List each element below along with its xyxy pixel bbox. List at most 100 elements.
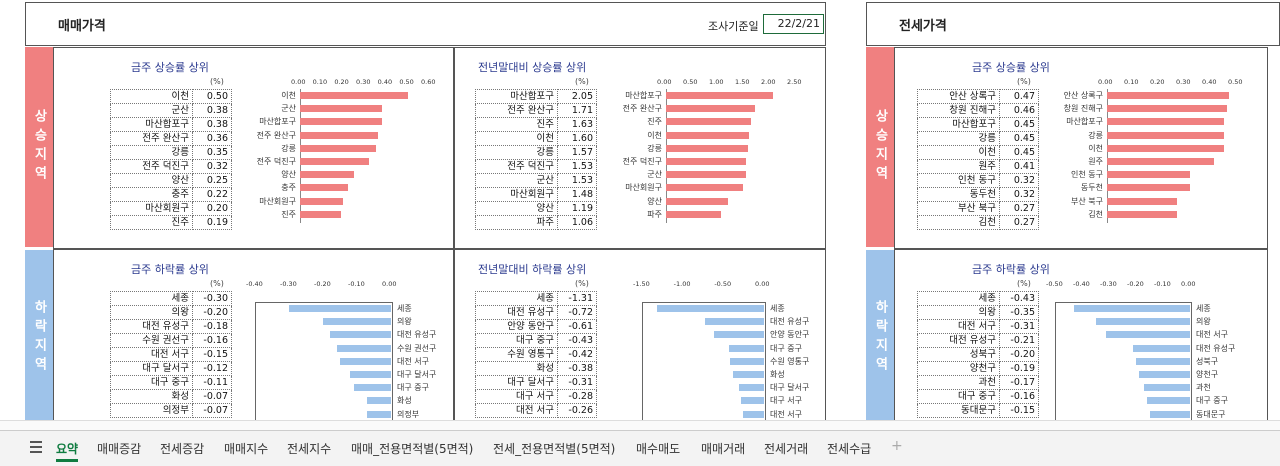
region-name-cell[interactable]: 대전 서구 — [475, 403, 558, 418]
tab-8[interactable]: 매매거래 — [701, 442, 746, 456]
tab-1[interactable]: 매매증감 — [97, 442, 142, 456]
change-rate-cell[interactable]: 0.38 — [192, 117, 232, 132]
region-name-cell[interactable]: 마산회원구 — [475, 187, 558, 202]
region-name-cell[interactable]: 강릉 — [110, 145, 193, 160]
plus-icon[interactable]: + — [891, 438, 903, 454]
change-rate-cell[interactable]: -0.12 — [192, 361, 232, 376]
region-name-cell[interactable]: 대전 유성구 — [110, 319, 193, 334]
region-name-cell[interactable]: 강릉 — [917, 131, 1000, 146]
change-rate-cell[interactable]: -0.61 — [557, 319, 597, 334]
region-name-cell[interactable]: 세종 — [475, 291, 558, 306]
region-name-cell[interactable]: 전주 완산구 — [110, 131, 193, 146]
region-name-cell[interactable]: 화성 — [110, 389, 193, 404]
change-rate-cell[interactable]: -0.30 — [192, 291, 232, 306]
region-name-cell[interactable]: 세종 — [917, 291, 1000, 306]
tab-9[interactable]: 전세거래 — [764, 442, 809, 456]
region-name-cell[interactable]: 대전 서구 — [110, 347, 193, 362]
change-rate-cell[interactable]: -0.28 — [557, 389, 597, 404]
change-rate-cell[interactable]: 0.32 — [192, 159, 232, 174]
region-name-cell[interactable]: 마산회원구 — [110, 201, 193, 216]
region-name-cell[interactable]: 창원 진해구 — [917, 103, 1000, 118]
change-rate-cell[interactable]: 0.27 — [999, 215, 1039, 230]
tab-2[interactable]: 전세증감 — [160, 442, 205, 456]
change-rate-cell[interactable]: 1.57 — [557, 145, 597, 160]
change-rate-cell[interactable]: 0.41 — [999, 159, 1039, 174]
region-name-cell[interactable]: 의정부 — [110, 403, 193, 418]
change-rate-cell[interactable]: -0.17 — [999, 375, 1039, 390]
region-name-cell[interactable]: 수원 영통구 — [475, 347, 558, 362]
tab-10[interactable]: 전세수급 — [827, 442, 872, 456]
horizontal-scrollbar[interactable] — [0, 420, 1280, 431]
change-rate-cell[interactable]: 0.38 — [192, 103, 232, 118]
region-name-cell[interactable]: 의왕 — [110, 305, 193, 320]
region-name-cell[interactable]: 파주 — [475, 215, 558, 230]
region-name-cell[interactable]: 마산합포구 — [475, 89, 558, 104]
change-rate-cell[interactable]: -1.31 — [557, 291, 597, 306]
region-name-cell[interactable]: 이천 — [110, 89, 193, 104]
region-name-cell[interactable]: 안양 동안구 — [475, 319, 558, 334]
region-name-cell[interactable]: 대전 유성구 — [475, 305, 558, 320]
hamburger-menu-icon[interactable] — [30, 441, 42, 453]
tab-7[interactable]: 매수매도 — [636, 442, 681, 456]
tab-5[interactable]: 매매_전용면적별(5면적) — [351, 442, 474, 456]
change-rate-cell[interactable]: -0.31 — [557, 375, 597, 390]
change-rate-cell[interactable]: -0.38 — [557, 361, 597, 376]
change-rate-cell[interactable]: -0.31 — [999, 319, 1039, 334]
region-name-cell[interactable]: 성북구 — [917, 347, 1000, 362]
change-rate-cell[interactable]: -0.43 — [999, 291, 1039, 306]
change-rate-cell[interactable]: 0.45 — [999, 145, 1039, 160]
change-rate-cell[interactable]: 0.35 — [192, 145, 232, 160]
change-rate-cell[interactable]: -0.11 — [192, 375, 232, 390]
region-name-cell[interactable]: 이천 — [917, 145, 1000, 160]
region-name-cell[interactable]: 전주 완산구 — [475, 103, 558, 118]
region-name-cell[interactable]: 이천 — [475, 131, 558, 146]
tab-4[interactable]: 전세지수 — [287, 442, 332, 456]
change-rate-cell[interactable]: 0.27 — [999, 201, 1039, 216]
region-name-cell[interactable]: 의왕 — [917, 305, 1000, 320]
region-name-cell[interactable]: 강릉 — [475, 145, 558, 160]
change-rate-cell[interactable]: 1.06 — [557, 215, 597, 230]
region-name-cell[interactable]: 인천 동구 — [917, 173, 1000, 188]
region-name-cell[interactable]: 대구 달서구 — [110, 361, 193, 376]
tab-0[interactable]: 요약 — [56, 440, 79, 462]
region-name-cell[interactable]: 수원 권선구 — [110, 333, 193, 348]
region-name-cell[interactable]: 마산합포구 — [110, 117, 193, 132]
change-rate-cell[interactable]: 0.20 — [192, 201, 232, 216]
region-name-cell[interactable]: 원주 — [917, 159, 1000, 174]
change-rate-cell[interactable]: 0.19 — [192, 215, 232, 230]
change-rate-cell[interactable]: -0.19 — [999, 361, 1039, 376]
region-name-cell[interactable]: 세종 — [110, 291, 193, 306]
change-rate-cell[interactable]: 2.05 — [557, 89, 597, 104]
change-rate-cell[interactable]: -0.20 — [999, 347, 1039, 362]
region-name-cell[interactable]: 진주 — [110, 215, 193, 230]
region-name-cell[interactable]: 동대문구 — [917, 403, 1000, 418]
survey-date-value[interactable]: 22/2/21 — [763, 14, 824, 34]
region-name-cell[interactable]: 과천 — [917, 375, 1000, 390]
region-name-cell[interactable]: 대구 중구 — [475, 333, 558, 348]
region-name-cell[interactable]: 화성 — [475, 361, 558, 376]
change-rate-cell[interactable]: -0.18 — [192, 319, 232, 334]
region-name-cell[interactable]: 양천구 — [917, 361, 1000, 376]
change-rate-cell[interactable]: 1.53 — [557, 173, 597, 188]
change-rate-cell[interactable]: 1.53 — [557, 159, 597, 174]
change-rate-cell[interactable]: 0.36 — [192, 131, 232, 146]
change-rate-cell[interactable]: 0.46 — [999, 103, 1039, 118]
tab-3[interactable]: 매매지수 — [224, 442, 269, 456]
change-rate-cell[interactable]: 0.32 — [999, 187, 1039, 202]
change-rate-cell[interactable]: -0.42 — [557, 347, 597, 362]
region-name-cell[interactable]: 김천 — [917, 215, 1000, 230]
region-name-cell[interactable]: 전주 덕진구 — [110, 159, 193, 174]
region-name-cell[interactable]: 동두천 — [917, 187, 1000, 202]
tab-6[interactable]: 전세_전용면적별(5면적) — [493, 442, 616, 456]
region-name-cell[interactable]: 대구 중구 — [110, 375, 193, 390]
region-name-cell[interactable]: 군산 — [475, 173, 558, 188]
region-name-cell[interactable]: 대전 서구 — [917, 319, 1000, 334]
change-rate-cell[interactable]: -0.16 — [192, 333, 232, 348]
change-rate-cell[interactable]: -0.15 — [192, 347, 232, 362]
region-name-cell[interactable]: 양산 — [475, 201, 558, 216]
region-name-cell[interactable]: 대구 서구 — [475, 389, 558, 404]
region-name-cell[interactable]: 대전 유성구 — [917, 333, 1000, 348]
change-rate-cell[interactable]: 0.45 — [999, 117, 1039, 132]
region-name-cell[interactable]: 마산합포구 — [917, 117, 1000, 132]
change-rate-cell[interactable]: -0.21 — [999, 333, 1039, 348]
